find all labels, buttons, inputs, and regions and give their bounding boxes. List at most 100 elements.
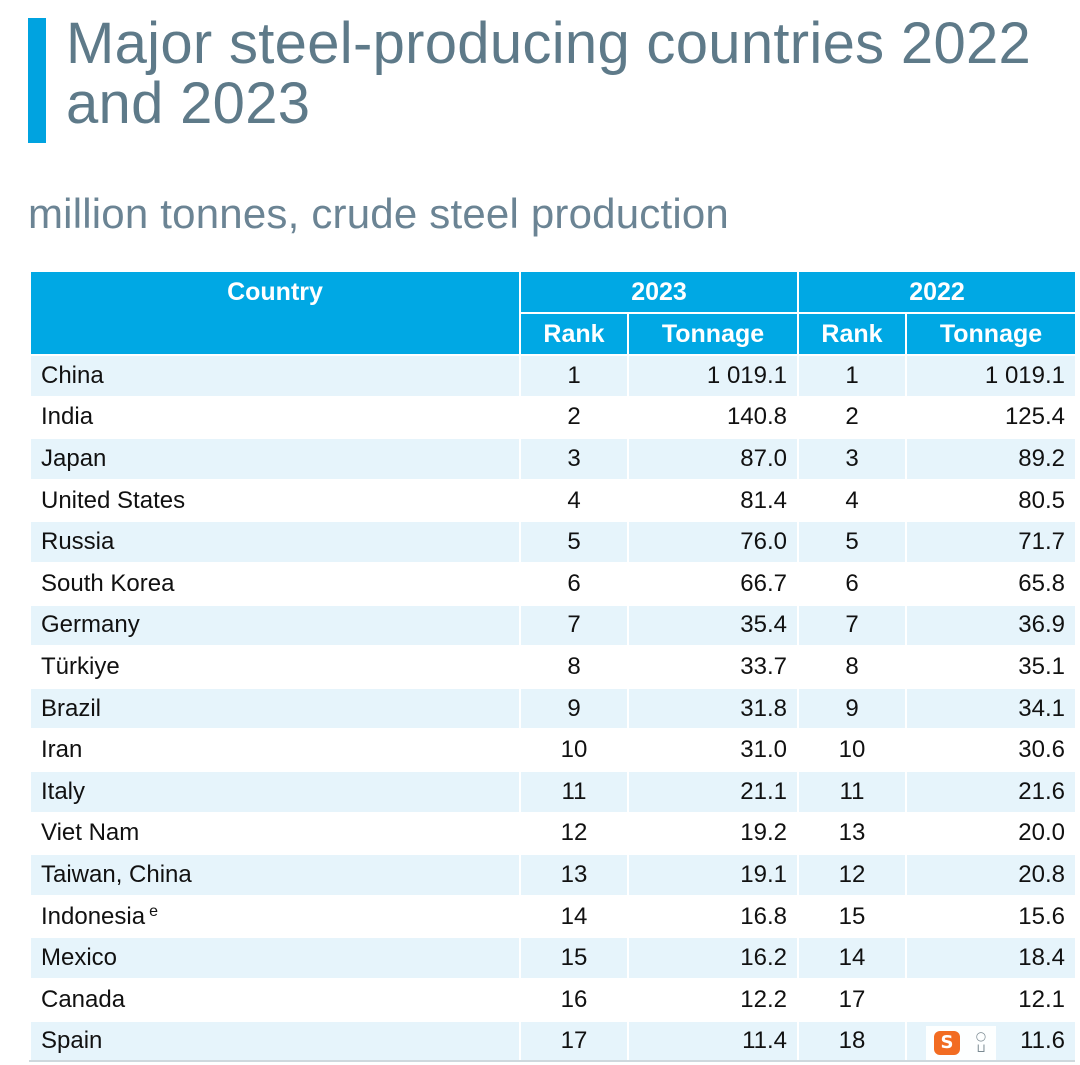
cell-tonnage-2023: 21.1 [627,769,799,814]
cell-rank-2022: 3 [797,437,907,481]
cell-rank-2022: 5 [797,520,907,564]
keyboard-toggle-icon[interactable]: ○ ⊔ [975,1029,987,1055]
cell-country: Mexico [29,936,521,980]
country-name: Taiwan, China [41,860,192,888]
cell-country: Russia [29,520,521,564]
header-rank-2022: Rank [797,312,907,356]
cell-country: Spain [29,1019,521,1064]
cell-rank-2023: 11 [519,769,629,814]
cell-tonnage-2023: 19.1 [627,853,799,897]
page-title: Major steel-producing countries 2022 and… [66,11,1032,136]
cell-rank-2023: 7 [519,603,629,648]
cell-rank-2022: 11 [797,769,907,814]
cell-tonnage-2023: 11.4 [627,1019,799,1064]
country-name: Mexico [41,944,118,972]
cell-tonnage-2022: 34.1 [905,686,1077,731]
table-row: India 2 140.8 2 125.4 [29,395,1077,440]
cell-rank-2022: 14 [797,936,907,980]
country-name: Germany [41,611,140,639]
cell-country: Viet Nam [29,811,521,856]
cell-country: Taiwan, China [29,853,521,897]
footnote-marker: e [149,902,158,920]
cell-rank-2023: 12 [519,811,629,856]
cell-rank-2023: 9 [519,686,629,731]
table-row: Italy 11 21.1 11 21.6 [29,769,1077,814]
cell-rank-2022: 18 [797,1019,907,1064]
country-name: Brazil [41,694,102,722]
table-row: Spain 17 11.4 18 11.6 [29,1019,1077,1064]
cell-tonnage-2023: 87.0 [627,437,799,481]
country-name: Iran [41,736,83,764]
cell-tonnage-2022: 35.1 [905,645,1077,689]
cell-country: South Korea [29,561,521,606]
cell-tonnage-2022: 21.6 [905,769,1077,814]
table-row: South Korea 6 66.7 6 65.8 [29,561,1077,606]
cell-rank-2022: 1 [797,354,907,398]
cell-country: Italy [29,769,521,814]
header-year-2022: 2022 [797,270,1077,314]
steel-production-table: Country 2023 2022 Rank Tonnage Rank Tonn… [29,270,1077,1064]
page-subtitle: million tonnes, crude steel production [28,190,729,237]
cell-tonnage-2022: 20.0 [905,811,1077,856]
header-country: Country [29,270,521,356]
cell-country: Iran [29,728,521,772]
cell-tonnage-2023: 12.2 [627,977,799,1022]
header-tonnage-2022: Tonnage [905,312,1077,356]
country-name: Russia [41,528,115,556]
cell-tonnage-2023: 1 019.1 [627,354,799,398]
header-tonnage-2023: Tonnage [627,312,799,356]
cell-rank-2022: 6 [797,561,907,606]
cell-rank-2022: 17 [797,977,907,1022]
cell-tonnage-2023: 19.2 [627,811,799,856]
table-row: Mexico 15 16.2 14 18.4 [29,936,1077,980]
cell-tonnage-2023: 81.4 [627,478,799,523]
cell-country: China [29,354,521,398]
table-row: Indonesia e 14 16.8 15 15.6 [29,894,1077,939]
cell-rank-2022: 12 [797,853,907,897]
country-name: South Korea [41,569,175,597]
cell-rank-2023: 14 [519,894,629,939]
country-name: China [41,361,104,389]
table-row: Türkiye 8 33.7 8 35.1 [29,645,1077,689]
cell-rank-2022: 9 [797,686,907,731]
cell-tonnage-2022: 1 019.1 [905,354,1077,398]
title-accent-bar [28,18,46,143]
cell-country: Brazil [29,686,521,731]
cell-tonnage-2023: 16.8 [627,894,799,939]
cell-tonnage-2022: 30.6 [905,728,1077,772]
cell-tonnage-2022: 15.6 [905,894,1077,939]
table-row: Brazil 9 31.8 9 34.1 [29,686,1077,731]
cell-country: Japan [29,437,521,481]
cell-country: Canada [29,977,521,1022]
title-block: Major steel-producing countries 2022 and… [28,11,1068,143]
cell-rank-2023: 4 [519,478,629,523]
cell-rank-2023: 1 [519,354,629,398]
cell-rank-2023: 2 [519,395,629,440]
cell-tonnage-2022: 125.4 [905,395,1077,440]
cell-rank-2023: 16 [519,977,629,1022]
country-name: Italy [41,777,86,805]
cell-rank-2022: 13 [797,811,907,856]
cell-rank-2022: 15 [797,894,907,939]
cell-country: India [29,395,521,440]
cell-rank-2022: 2 [797,395,907,440]
cell-rank-2023: 13 [519,853,629,897]
country-name: Japan [41,444,107,472]
sogou-logo-icon[interactable]: S [934,1031,960,1055]
header-row-columns: Rank Tonnage Rank Tonnage [30,312,1077,356]
table-row: Canada 16 12.2 17 12.1 [29,977,1077,1022]
country-name: Türkiye [41,652,120,680]
cell-tonnage-2022: 20.8 [905,853,1077,897]
table-row: Taiwan, China 13 19.1 12 20.8 [29,853,1077,897]
country-name: India [41,403,94,431]
cell-rank-2022: 4 [797,478,907,523]
ime-toolbar-overlay[interactable]: S ○ ⊔ [926,1026,996,1060]
cell-rank-2023: 8 [519,645,629,689]
cell-tonnage-2023: 31.8 [627,686,799,731]
cell-tonnage-2022: 18.4 [905,936,1077,980]
cell-rank-2023: 10 [519,728,629,772]
table-row: Japan 3 87.0 3 89.2 [29,437,1077,481]
cell-tonnage-2023: 76.0 [627,520,799,564]
cell-tonnage-2023: 35.4 [627,603,799,648]
cell-rank-2023: 3 [519,437,629,481]
